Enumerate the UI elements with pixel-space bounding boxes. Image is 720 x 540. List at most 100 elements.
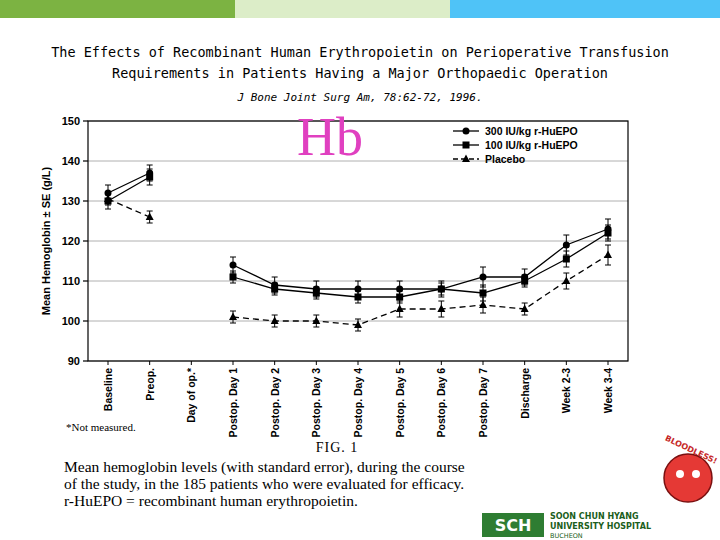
marker xyxy=(521,305,529,313)
annotation: *Not measured. xyxy=(66,421,136,433)
category-label: Postop. Day 2 xyxy=(269,368,281,438)
marker xyxy=(438,286,445,293)
error-cap xyxy=(605,265,611,266)
error-cap xyxy=(147,185,153,186)
error-cap xyxy=(605,225,611,226)
error-bar xyxy=(105,185,111,201)
error-bar xyxy=(272,283,278,295)
error-cap xyxy=(147,223,153,224)
marker xyxy=(463,128,470,135)
tick-mark xyxy=(149,361,150,365)
marker xyxy=(104,195,112,203)
tick-mark xyxy=(274,361,275,365)
error-bar xyxy=(522,303,528,315)
error-cap xyxy=(438,317,444,318)
error-cap xyxy=(605,241,611,242)
tick-mark xyxy=(316,361,317,365)
error-cap xyxy=(313,315,319,316)
tick-mark xyxy=(566,361,567,365)
logo-text: SOON CHUN HYANG xyxy=(550,512,639,521)
error-bar xyxy=(230,271,236,283)
tick-mark xyxy=(441,361,442,365)
marker xyxy=(312,317,320,325)
tick-mark xyxy=(608,361,609,365)
error-bar xyxy=(272,315,278,327)
tick-label: 110 xyxy=(62,275,80,287)
error-cap xyxy=(272,283,278,284)
error-cap xyxy=(272,277,278,278)
error-cap xyxy=(563,251,569,252)
error-cap xyxy=(522,269,528,270)
category-label: Discharge xyxy=(519,368,531,419)
category-label: Week 3-4 xyxy=(602,368,614,413)
tick-mark xyxy=(83,200,88,201)
tick-mark xyxy=(483,361,484,365)
category-label: Postop. Day 4 xyxy=(352,368,364,438)
marker xyxy=(271,286,278,293)
marker xyxy=(354,321,362,329)
error-bar xyxy=(480,267,486,287)
marker xyxy=(463,142,470,149)
series-line xyxy=(108,177,608,297)
error-cap xyxy=(438,283,444,284)
legend-entry: 300 IU/kg r-HuEPO xyxy=(453,125,578,137)
series-line xyxy=(108,173,608,289)
logo-box xyxy=(482,513,544,537)
error-cap xyxy=(355,281,361,282)
marker xyxy=(479,301,487,309)
error-cap xyxy=(480,297,486,298)
caption: r-HuEPO = recombinant human erythropoiet… xyxy=(64,492,358,509)
error-bar xyxy=(355,291,361,303)
category-label: Postop. Day 1 xyxy=(227,368,239,438)
marker xyxy=(563,242,570,249)
caption: of the study, in the 185 patients who we… xyxy=(64,475,464,492)
error-bar xyxy=(563,251,569,267)
error-cap xyxy=(438,297,444,298)
error-bar xyxy=(313,287,319,299)
data-group xyxy=(104,165,612,331)
logo-text: BUCHEON xyxy=(550,532,583,540)
error-cap xyxy=(397,317,403,318)
marker xyxy=(480,290,487,297)
legend-entry: Placebo xyxy=(453,153,525,165)
error-cap xyxy=(147,211,153,212)
citation: J Bone Joint Surg Am, 78:62-72, 1996. xyxy=(236,91,482,104)
tick-label: 90 xyxy=(68,355,80,367)
tick-mark xyxy=(83,240,88,241)
category-label: Postop. Day 5 xyxy=(394,368,406,438)
category-label: Preop. xyxy=(144,368,156,401)
error-cap xyxy=(522,315,528,316)
legend-label: 100 IU/kg r-HuEPO xyxy=(485,139,578,151)
error-cap xyxy=(563,267,569,268)
error-cap xyxy=(230,323,236,324)
grid-line xyxy=(88,201,628,202)
error-cap xyxy=(480,285,486,286)
marker xyxy=(146,213,154,221)
error-bar xyxy=(563,273,569,289)
tick-label: 140 xyxy=(62,155,80,167)
error-cap xyxy=(522,303,528,304)
error-cap xyxy=(272,327,278,328)
marker xyxy=(480,274,487,281)
error-cap xyxy=(522,287,528,288)
error-cap xyxy=(313,281,319,282)
error-cap xyxy=(230,271,236,272)
error-cap xyxy=(605,245,611,246)
error-cap xyxy=(313,287,319,288)
tick-mark xyxy=(399,361,400,365)
tick-mark xyxy=(83,280,88,281)
marker xyxy=(437,305,445,313)
grid-line xyxy=(88,281,628,282)
mascot-eye xyxy=(692,470,700,478)
marker xyxy=(271,317,279,325)
marker xyxy=(563,256,570,263)
error-cap xyxy=(438,301,444,302)
heading: Hb xyxy=(297,107,363,167)
error-bar xyxy=(438,283,444,295)
tick-label: 150 xyxy=(62,115,80,127)
error-bar xyxy=(147,169,153,185)
marker xyxy=(355,294,362,301)
error-cap xyxy=(230,257,236,258)
header-strip xyxy=(235,0,450,18)
tick-mark xyxy=(83,120,88,121)
